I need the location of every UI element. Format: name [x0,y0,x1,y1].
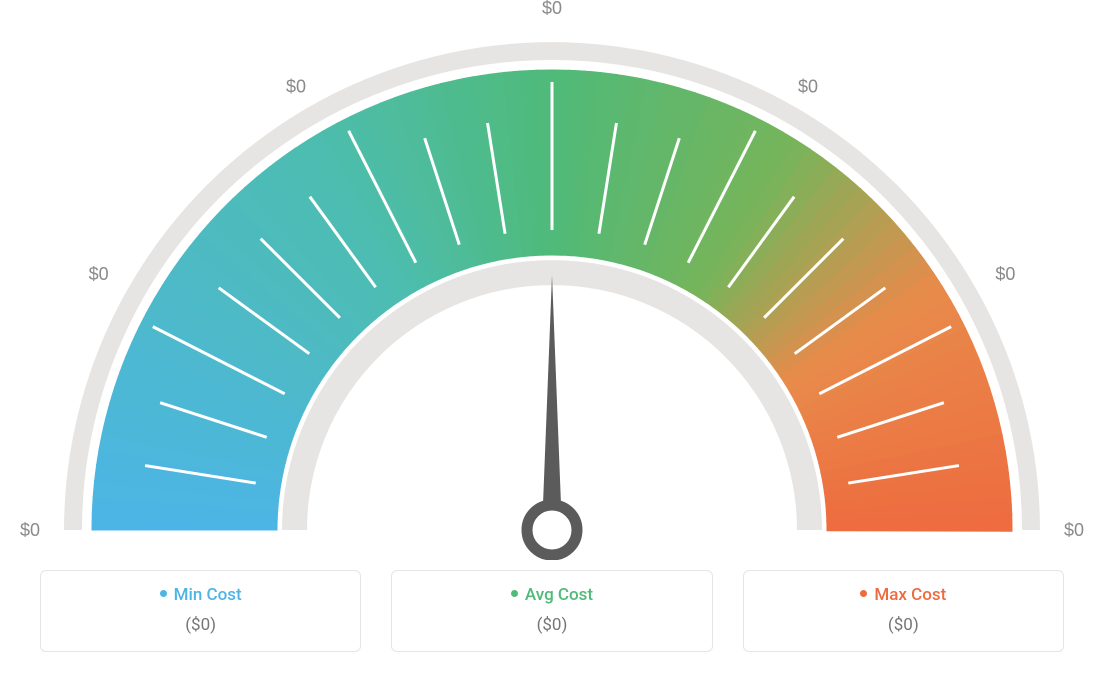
legend-label-min: Min Cost [174,585,242,605]
legend-title-min: Min Cost [51,585,350,605]
gauge-area: $0 $0 $0 $0 $0 $0 $0 [0,0,1104,560]
gauge-label: $0 [798,77,818,97]
legend-card-min: Min Cost ($0) [40,570,361,652]
gauge-label: $0 [286,77,306,97]
legend-dot-avg [511,590,518,597]
gauge-pivot [527,505,577,555]
legend-card-max: Max Cost ($0) [743,570,1064,652]
legend-value-min: ($0) [51,615,350,635]
gauge-label: $0 [995,264,1015,284]
legend-title-max: Max Cost [754,585,1053,605]
legend-label-max: Max Cost [874,585,946,605]
gauge-needle [542,275,562,530]
legend-value-avg: ($0) [402,615,701,635]
legend-value-max: ($0) [754,615,1053,635]
legend-title-avg: Avg Cost [402,585,701,605]
gauge-svg: $0 $0 $0 $0 $0 $0 $0 [0,0,1104,560]
legend-dot-max [860,590,867,597]
gauge-label: $0 [20,520,40,540]
legend-label-avg: Avg Cost [525,585,593,605]
legend-row: Min Cost ($0) Avg Cost ($0) Max Cost ($0… [0,570,1104,652]
legend-card-avg: Avg Cost ($0) [391,570,712,652]
gauge-label: $0 [542,0,562,18]
gauge-label: $0 [89,264,109,284]
gauge-label: $0 [1064,520,1084,540]
legend-dot-min [160,590,167,597]
cost-gauge-container: $0 $0 $0 $0 $0 $0 $0 Min Cost ($0) Avg Cost ($… [0,0,1104,690]
